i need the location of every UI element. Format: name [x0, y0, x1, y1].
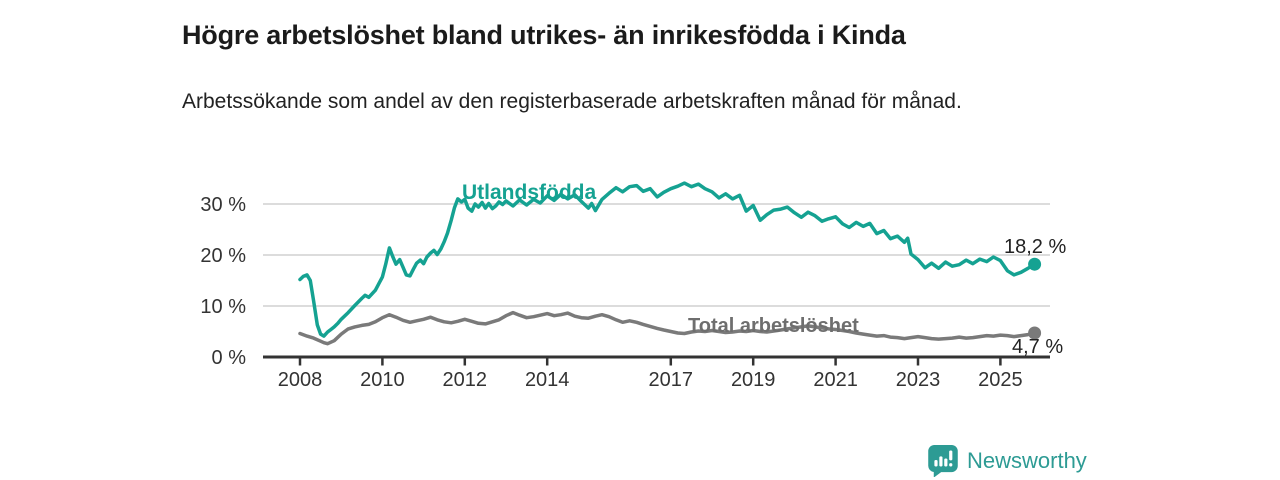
svg-text:2010: 2010 — [360, 369, 405, 391]
svg-text:2023: 2023 — [896, 369, 941, 391]
series-label-total-arbetsloshet: Total arbetslöshet — [688, 315, 859, 337]
svg-text:2019: 2019 — [731, 369, 776, 391]
svg-text:2025: 2025 — [978, 369, 1023, 391]
svg-text:2008: 2008 — [278, 369, 323, 391]
svg-text:30 %: 30 % — [200, 194, 246, 216]
bar-chart-speech-bubble-icon — [928, 445, 958, 477]
series-label-utlandsfodda: Utlandsfödda — [462, 181, 597, 204]
page-title: Högre arbetslöshet bland utrikes- än inr… — [182, 20, 906, 51]
chart-subtitle: Arbetssökande som andel av den registerb… — [182, 90, 962, 113]
newsworthy-branding: Newsworthy — [928, 445, 1087, 477]
end-value-label-utlandsfodda: 18,2 % — [1004, 236, 1067, 258]
newsworthy-wordmark: Newsworthy — [967, 448, 1087, 473]
svg-text:2014: 2014 — [525, 369, 570, 391]
svg-text:2017: 2017 — [649, 369, 694, 391]
svg-text:2021: 2021 — [813, 369, 858, 391]
svg-text:0 %: 0 % — [212, 347, 247, 369]
end-value-label-total: 4,7 % — [1012, 336, 1064, 358]
svg-text:20 %: 20 % — [200, 245, 246, 267]
svg-text:2012: 2012 — [443, 369, 488, 391]
svg-text:10 %: 10 % — [200, 296, 246, 318]
